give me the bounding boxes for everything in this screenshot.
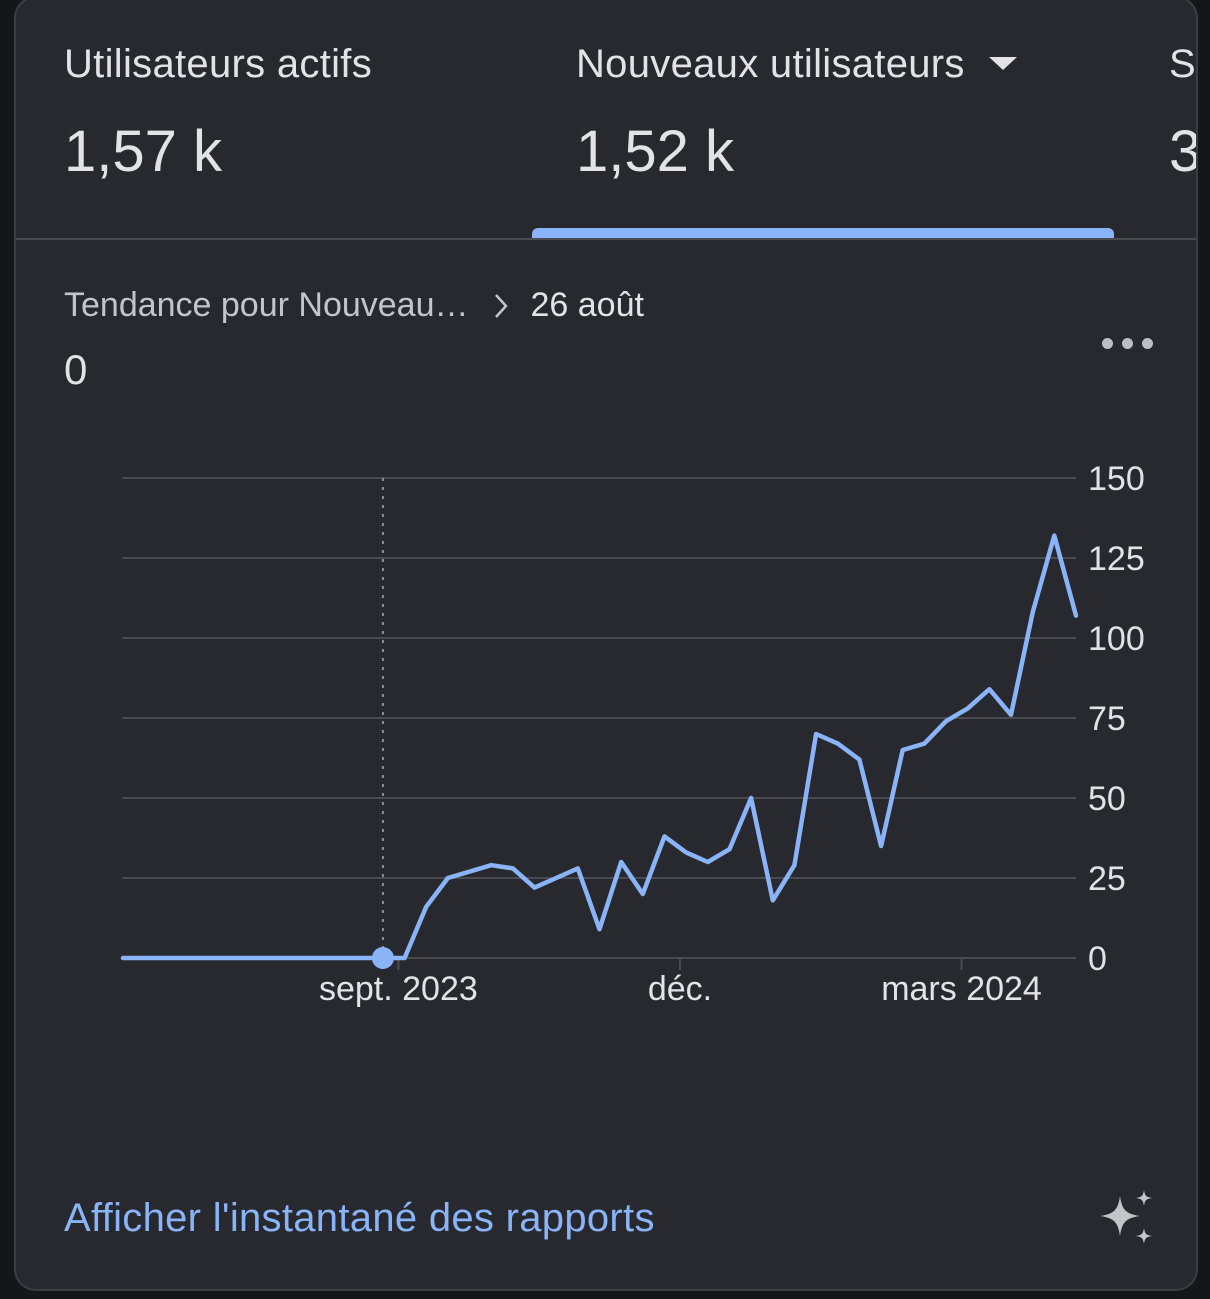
y-tick-label: 75 [1088, 700, 1126, 738]
view-reports-snapshot-link[interactable]: Afficher l'instantané des rapports [64, 1196, 655, 1240]
metric-label: S [1169, 42, 1196, 86]
x-tick-label: déc. [648, 970, 712, 1008]
metric-label: Utilisateurs actifs [64, 42, 373, 86]
metric-label-text: Nouveaux utilisateurs [576, 42, 965, 86]
selected-tab-indicator [532, 228, 1114, 238]
metric-value: 1,52 k [576, 119, 734, 184]
highlight-point [371, 947, 394, 969]
breadcrumb: Tendance pour Nouveau… 26 août [64, 286, 644, 325]
metric-value: 3 [1169, 118, 1196, 185]
metric-value: 1,57 k [64, 119, 222, 184]
dropdown-caret-icon[interactable] [988, 56, 1017, 70]
y-tick-label: 50 [1088, 780, 1126, 818]
y-tick-label: 150 [1088, 460, 1145, 498]
selected-value: 0 [64, 346, 88, 393]
more-horizontal-icon[interactable] [1102, 336, 1154, 352]
series-line [120, 533, 1079, 961]
divider [16, 238, 1196, 240]
y-tick-label: 100 [1088, 620, 1145, 658]
line-chart: 0 25 50 75 100 125 150 sept. 2023 déc. mars 2024 [120, 460, 1145, 1008]
selected-date: 26 août [530, 286, 644, 324]
sparkle-icon[interactable] [1094, 1190, 1158, 1250]
new-users-card: Utilisateurs actifs 1,57 k Nouveaux util… [14, 0, 1198, 1291]
trend-label: Tendance pour Nouveau… [64, 286, 469, 324]
y-tick-label: 125 [1088, 540, 1145, 578]
metric-label: Nouveaux utilisateurs [576, 42, 1017, 87]
x-tick-label: sept. 2023 [319, 970, 478, 1008]
x-tick-label: mars 2024 [881, 970, 1042, 1008]
y-tick-label: 25 [1088, 860, 1126, 898]
y-tick-label: 0 [1088, 940, 1107, 978]
chevron-right-icon [494, 293, 508, 318]
